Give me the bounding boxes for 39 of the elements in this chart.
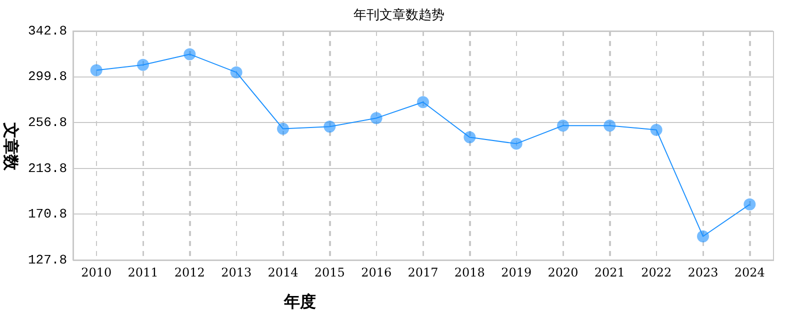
x-tick-label: 2019 xyxy=(501,265,532,280)
point xyxy=(184,48,196,60)
x-tick-label: 2017 xyxy=(408,265,438,280)
point xyxy=(324,120,336,133)
x-tick-label: 2012 xyxy=(174,265,205,280)
x-axis-title: 年度 xyxy=(282,292,317,313)
x-tick-label: 2014 xyxy=(268,265,299,280)
y-tick-label: 170.8 xyxy=(28,206,67,222)
point xyxy=(230,66,242,78)
point xyxy=(744,198,756,210)
point xyxy=(604,120,616,132)
y-tick-label: 342.8 xyxy=(28,23,67,38)
point xyxy=(464,131,476,144)
y-tick-label: 256.8 xyxy=(28,115,67,130)
point xyxy=(650,124,662,136)
point xyxy=(510,138,522,150)
point xyxy=(90,64,102,76)
x-tick-label: 2021 xyxy=(594,265,625,280)
point xyxy=(417,96,429,108)
y-tick-label: 299.8 xyxy=(28,69,67,84)
y-tick-label: 213.8 xyxy=(28,160,67,176)
x-tick-label: 2011 xyxy=(128,265,158,280)
chart-title: 年刊文章数趋势 xyxy=(352,7,446,24)
x-tick-label: 2024 xyxy=(734,265,766,280)
x-tick-label: 2022 xyxy=(641,265,672,280)
x-tick-label: 2018 xyxy=(454,265,485,280)
x-tick-label: 2016 xyxy=(361,265,392,280)
point xyxy=(137,58,149,71)
point xyxy=(370,112,382,124)
y-axis-title: 文章数 xyxy=(0,122,20,172)
x-tick-label: 2013 xyxy=(221,265,252,280)
point xyxy=(277,122,289,135)
x-tick-label: 2010 xyxy=(81,265,112,280)
x-tick-label: 2015 xyxy=(314,265,345,280)
point xyxy=(557,120,569,132)
point xyxy=(697,230,709,242)
x-tick-label: 2020 xyxy=(548,265,578,280)
x-tick-label: 2023 xyxy=(688,265,718,280)
y-tick-label: 127.8 xyxy=(28,252,67,268)
